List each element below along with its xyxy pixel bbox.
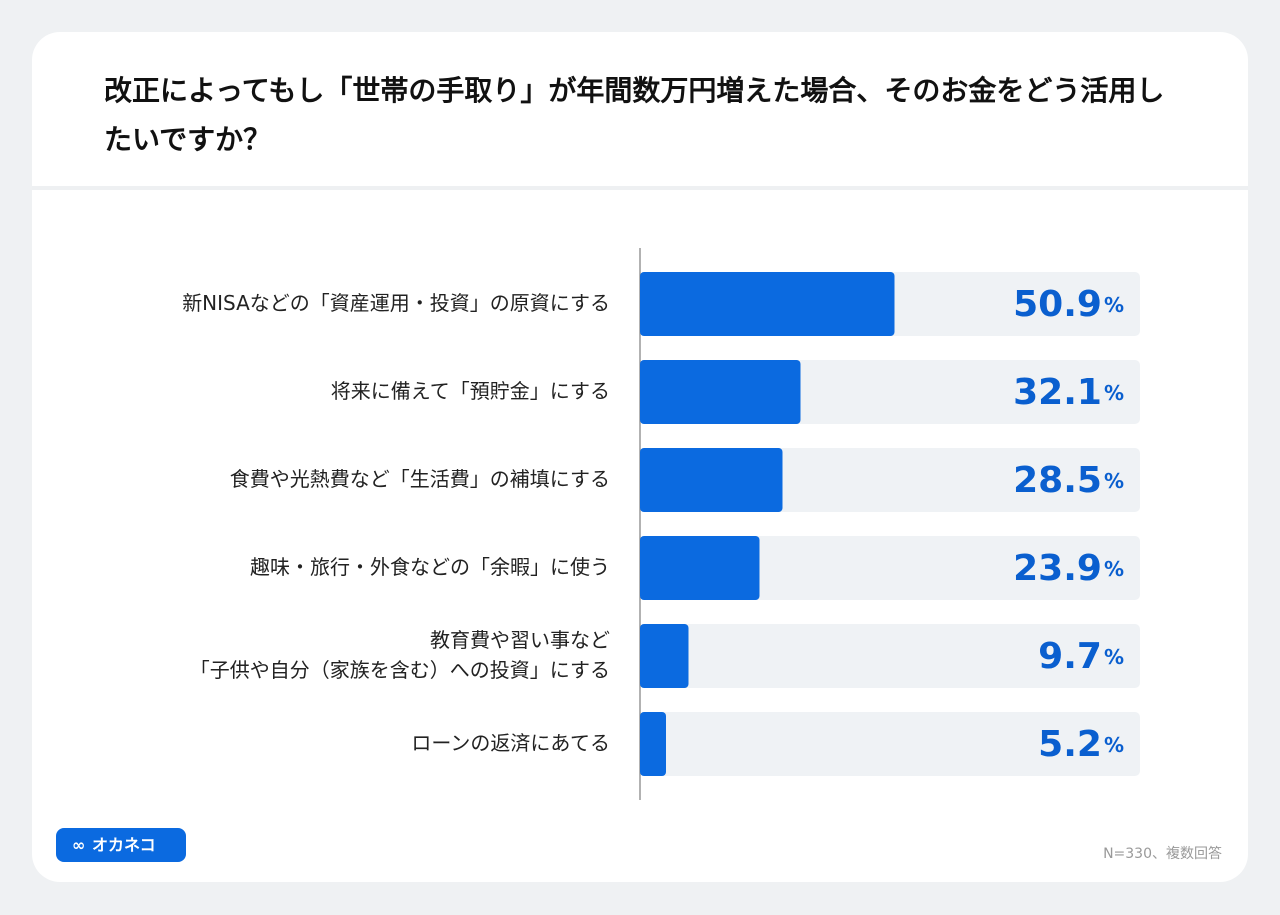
category-label: 食費や光熱費など「生活費」の補填にする bbox=[230, 467, 610, 491]
category-label: 新NISAなどの「資産運用・投資」の原資にする bbox=[182, 291, 610, 315]
value-number: 50.9 bbox=[1013, 284, 1102, 325]
note: N=330、複数回答 bbox=[1103, 845, 1222, 862]
logo-icon: ∞ bbox=[72, 836, 85, 855]
value-unit: % bbox=[1104, 293, 1124, 317]
value-label: 23.9% bbox=[1013, 548, 1124, 589]
value-number: 23.9 bbox=[1013, 548, 1102, 589]
value-unit: % bbox=[1104, 469, 1124, 493]
bar bbox=[640, 360, 801, 424]
label-line: 新NISAなどの「資産運用・投資」の原資にする bbox=[182, 291, 610, 315]
chart-title: 改正によってもし「世帯の手取り」が年間数万円増えた場合、そのお金をどう活用したい… bbox=[104, 74, 1165, 156]
label-line: ローンの返済にあてる bbox=[411, 731, 610, 755]
category-label: ローンの返済にあてる bbox=[411, 731, 610, 755]
value-unit: % bbox=[1104, 733, 1124, 757]
label-line: 将来に備えて「預貯金」にする bbox=[331, 379, 610, 403]
category-label: 教育費や習い事など「子供や自分（家族を含む）への投資」にする bbox=[190, 628, 610, 682]
value-label: 32.1% bbox=[1013, 372, 1124, 413]
bar bbox=[640, 536, 760, 600]
bar-track bbox=[640, 712, 1140, 776]
bar bbox=[640, 624, 689, 688]
value-number: 32.1 bbox=[1013, 372, 1102, 413]
bar-track bbox=[640, 536, 1140, 600]
value-unit: % bbox=[1104, 381, 1124, 405]
label-line: 教育費や習い事など bbox=[430, 628, 610, 652]
category-label: 趣味・旅行・外食などの「余暇」に使う bbox=[250, 555, 610, 579]
value-unit: % bbox=[1104, 645, 1124, 669]
bar bbox=[640, 272, 895, 336]
label-line: 「子供や自分（家族を含む）への投資」にする bbox=[190, 658, 610, 682]
logo-text: オカネコ bbox=[92, 836, 156, 855]
bar bbox=[640, 712, 666, 776]
bar-track bbox=[640, 624, 1140, 688]
value-label: 5.2% bbox=[1038, 724, 1124, 765]
value-number: 9.7 bbox=[1038, 636, 1102, 677]
logo-badge bbox=[56, 828, 186, 862]
label-line: 趣味・旅行・外食などの「余暇」に使う bbox=[250, 555, 610, 579]
value-label: 9.7% bbox=[1038, 636, 1124, 677]
category-label: 将来に備えて「預貯金」にする bbox=[331, 379, 610, 403]
header: 改正によってもし「世帯の手取り」が年間数万円増えた場合、そのお金をどう活用したい… bbox=[32, 32, 1248, 190]
value-label: 50.9% bbox=[1013, 284, 1124, 325]
value-number: 28.5 bbox=[1013, 460, 1102, 501]
label-line: 食費や光熱費など「生活費」の補填にする bbox=[230, 467, 610, 491]
value-number: 5.2 bbox=[1038, 724, 1102, 765]
value-label: 28.5% bbox=[1013, 460, 1124, 501]
value-unit: % bbox=[1104, 557, 1124, 581]
bar bbox=[640, 448, 783, 512]
